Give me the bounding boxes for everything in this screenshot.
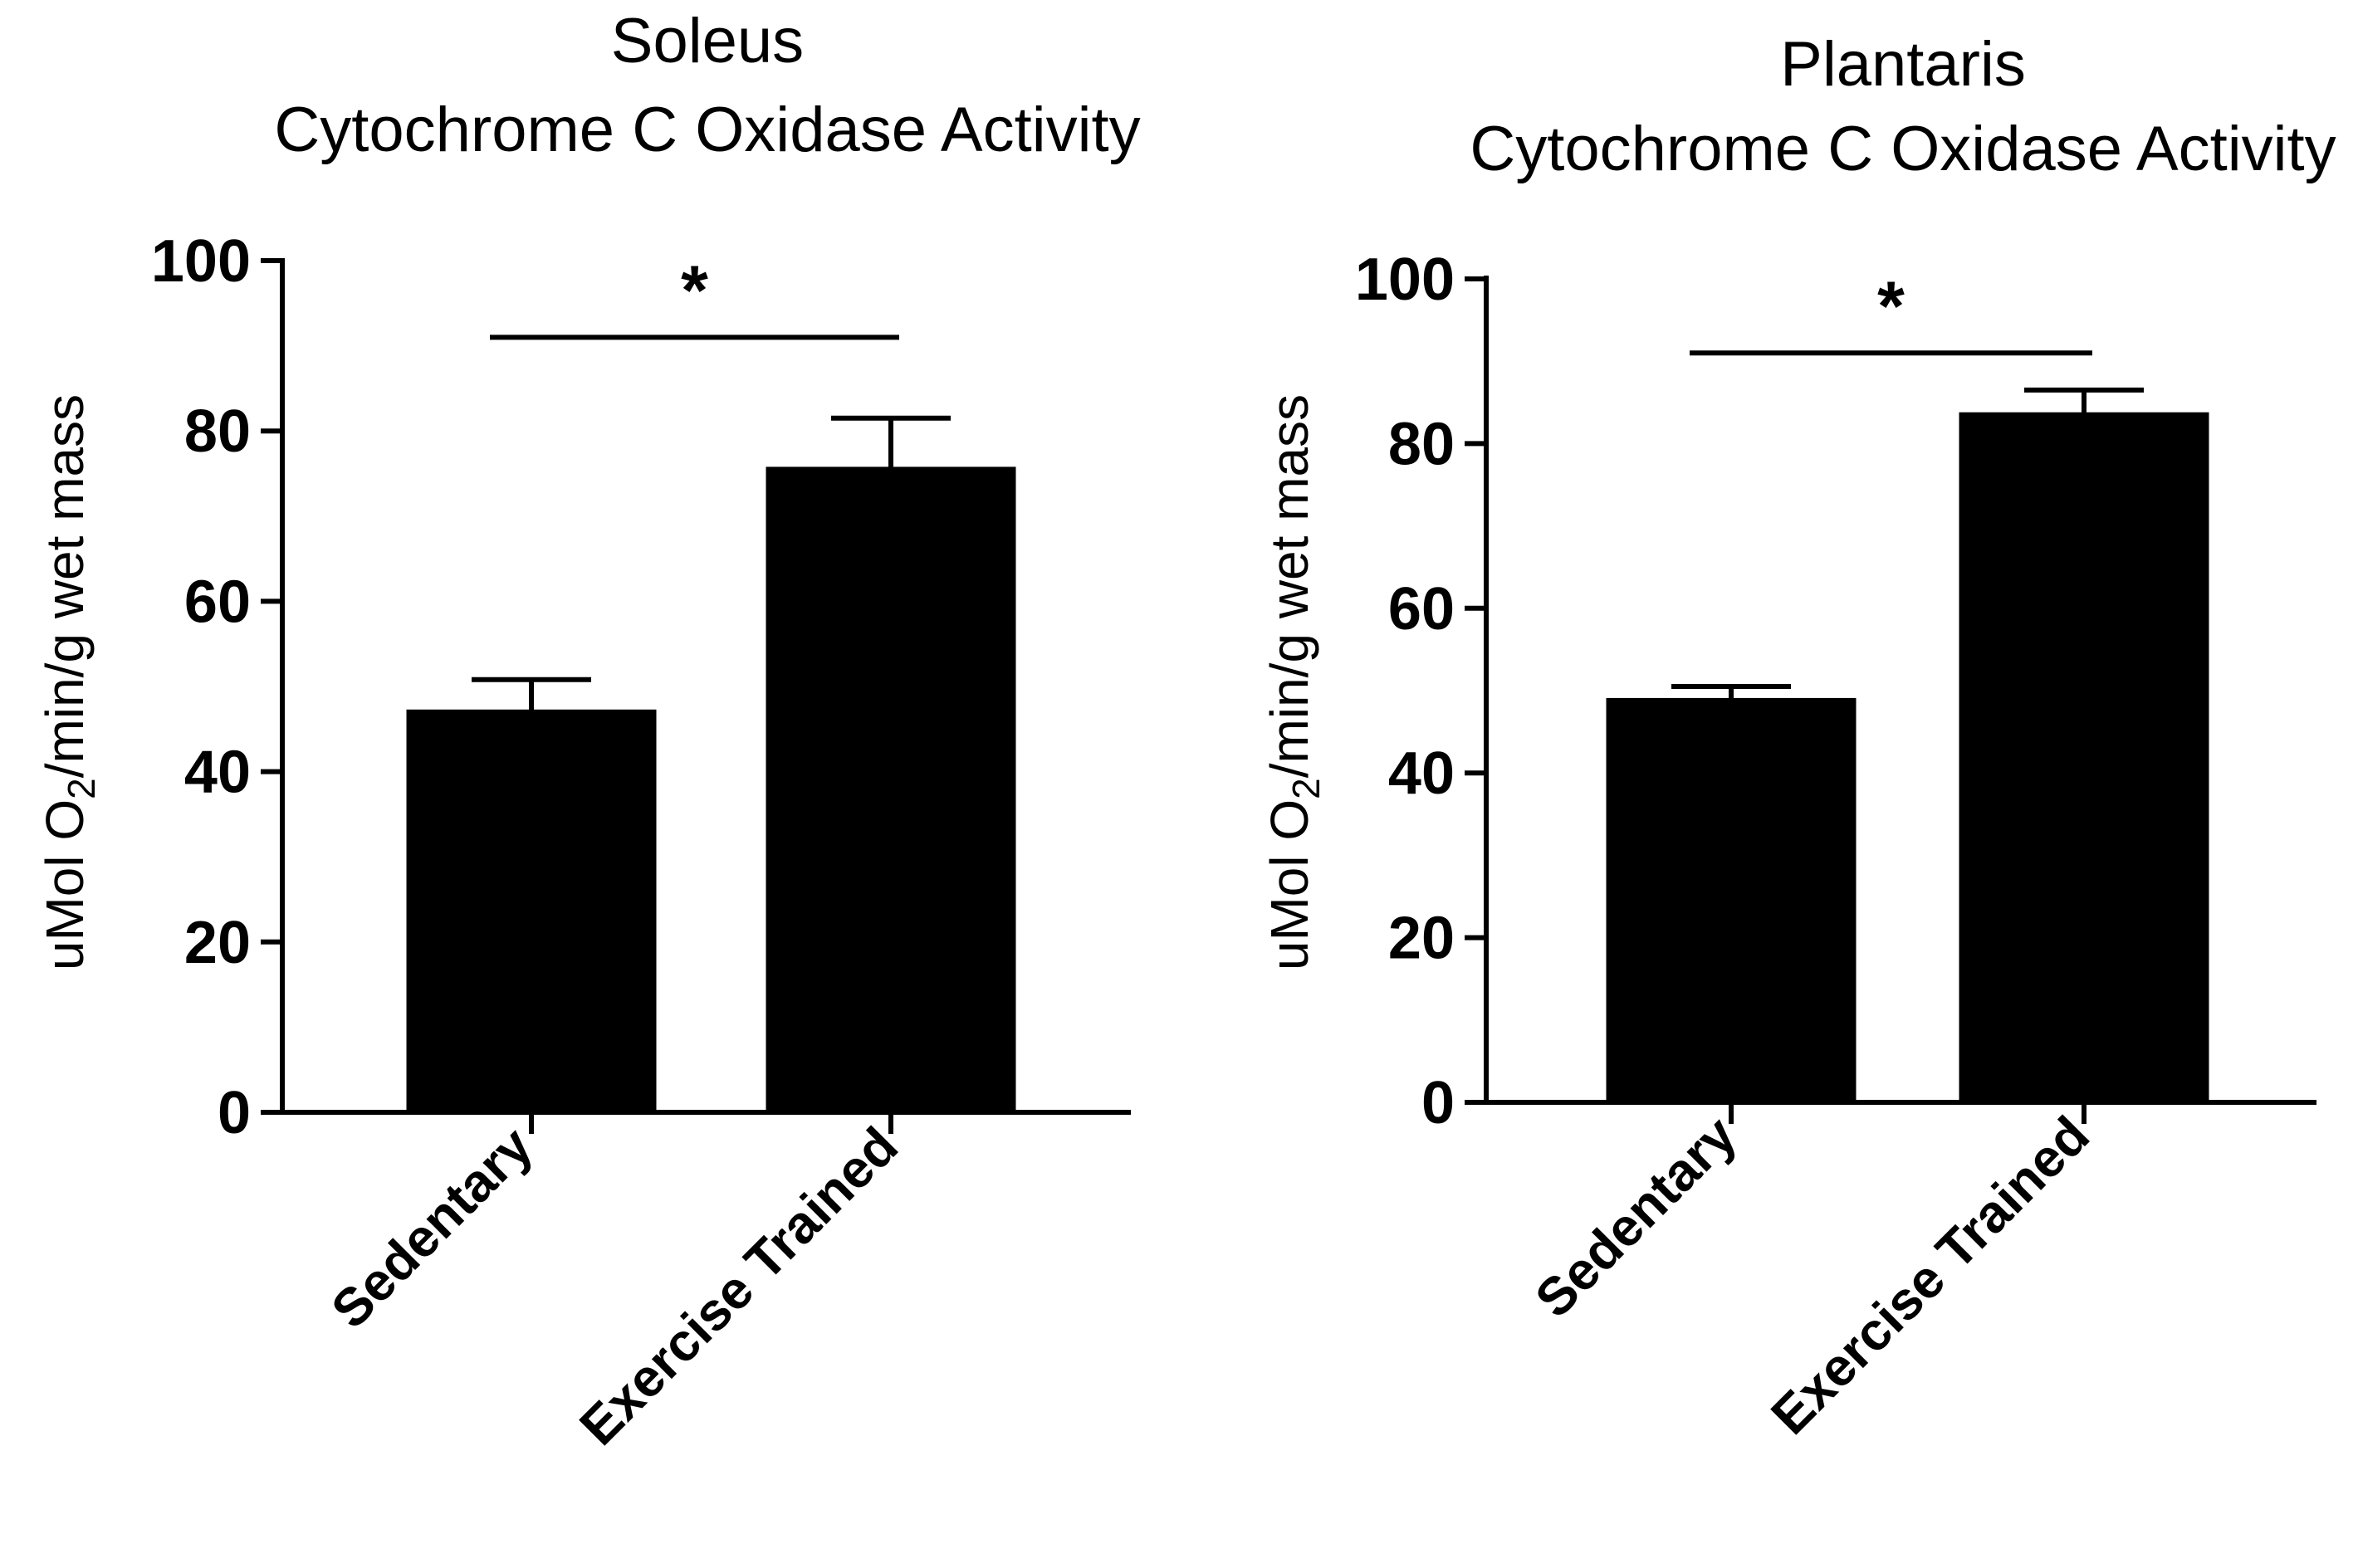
bars [1606, 387, 2209, 1105]
bars [406, 415, 1016, 1116]
y-ticks: 0 20 40 60 80 100 [151, 228, 282, 1146]
bar [766, 466, 1016, 1115]
y-tick-label: 20 [1388, 906, 1455, 972]
bar [1606, 697, 1857, 1105]
y-tick-label: 40 [1388, 740, 1455, 807]
chart-plantaris: Plantaris Cytochrome C Oxidase Activity … [1260, 29, 2336, 1446]
category-label-exercise-trained: Exercise Trained [568, 1116, 909, 1457]
y-tick-label: 80 [1388, 411, 1455, 477]
y-tick-label: 60 [184, 569, 251, 635]
y-tick-label: 20 [184, 910, 251, 976]
y-axis-label: uMol O2/min/g wet mass [1260, 394, 1328, 970]
chart-subtitle: Cytochrome C Oxidase Activity [274, 95, 1140, 165]
y-tick-label: 0 [1421, 1070, 1455, 1136]
y-tick-label: 80 [184, 398, 251, 465]
category-label-sedentary: Sedentary [1524, 1105, 1748, 1329]
x-ticks [1729, 1102, 2086, 1124]
y-ticks: 0 20 40 60 80 100 [1355, 247, 1486, 1136]
chart-subtitle: Cytochrome C Oxidase Activity [1470, 114, 2336, 184]
significance-star: * [681, 251, 708, 329]
category-label-exercise-trained: Exercise Trained [1759, 1105, 2101, 1446]
bar [1959, 412, 2209, 1105]
bar [406, 709, 657, 1116]
y-axis-label: uMol O2/min/g wet mass [35, 394, 103, 970]
x-ticks [529, 1112, 893, 1134]
y-tick-label: 40 [184, 740, 251, 806]
category-label-sedentary: Sedentary [320, 1116, 544, 1340]
chart-title: Plantaris [1780, 29, 2026, 100]
chart-soleus: Soleus Cytochrome C Oxidase Activity uMo… [35, 6, 1141, 1457]
chart-title: Soleus [611, 6, 804, 76]
y-tick-label: 60 [1388, 576, 1455, 642]
y-tick-label: 100 [151, 228, 251, 295]
significance-star: * [1877, 266, 1905, 344]
y-tick-label: 0 [218, 1080, 251, 1146]
y-tick-label: 100 [1355, 247, 1455, 313]
